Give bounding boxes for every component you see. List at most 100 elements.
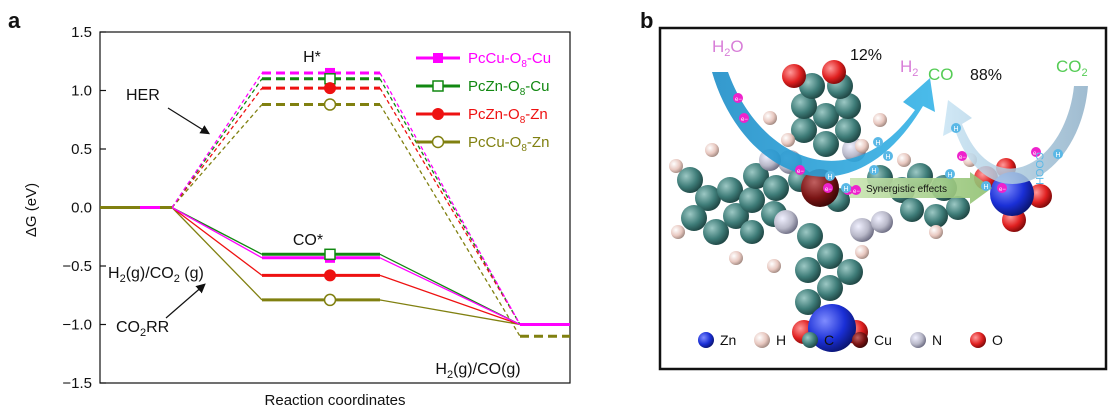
y-tick-label: 0.0: [71, 200, 92, 217]
zinc-atom-bottom: [808, 304, 856, 352]
proton: [869, 165, 879, 175]
electron-label: e−: [797, 169, 804, 175]
hydrogen-atom: [781, 133, 795, 147]
legend-marker: [433, 53, 443, 63]
proton: [945, 169, 955, 179]
electron-label: e−: [741, 117, 748, 123]
her-connector: [379, 104, 521, 337]
atom-legend-swatch: [802, 332, 818, 348]
molecule-model: [669, 60, 1052, 352]
her-connector: [171, 78, 263, 208]
proton: [1053, 149, 1063, 159]
electron: [851, 185, 861, 195]
electron: [739, 113, 749, 123]
electron: [795, 165, 805, 175]
zinc-atom: [990, 172, 1034, 216]
atom-legend-label: C: [824, 332, 834, 348]
co2rr-connector: [379, 274, 521, 326]
schematic-frame: [658, 26, 1108, 371]
legend-label: PcCu-O8-Zn: [468, 134, 549, 154]
carbon-atom: [743, 163, 769, 189]
carbon-atom: [740, 220, 764, 244]
panel-label-b: b: [640, 8, 654, 33]
electron: [733, 93, 743, 103]
oxygen-atom: [782, 64, 806, 88]
atom-legend-label: Cu: [874, 332, 892, 348]
legend-marker: [431, 135, 445, 149]
proton-label: H: [876, 140, 881, 147]
co2-label: CO2: [1056, 57, 1088, 79]
proton-label: H: [844, 186, 849, 193]
carbon-atom: [763, 175, 789, 201]
legend-marker: [432, 80, 444, 92]
proton-label: H: [1056, 152, 1061, 159]
y-tick-label: −1.5: [62, 375, 92, 392]
end-state-label: H2(g)/CO(g): [435, 361, 520, 381]
co2rr-marker: [324, 269, 336, 282]
energy-diagram: 1.5 1.0 0.5 0.0 −0.5 −1.0 −1.5 ΔG (eV) Reactio…: [23, 24, 571, 409]
her-connector: [171, 104, 263, 208]
carbon-atom: [703, 219, 729, 245]
y-axis-ticks: 1.5 1.0 0.5 0.0 −0.5 −1.0 −1.5: [62, 24, 106, 392]
nitrogen-atom: [850, 218, 874, 242]
hydrogen-atom: [855, 139, 869, 153]
co2rr-arrow: [165, 283, 206, 319]
h2-percent: 12%: [850, 47, 882, 64]
her-pathway-arrow: [712, 72, 935, 177]
carbon-atom: [797, 223, 823, 249]
her-connector: [379, 78, 521, 325]
co2rr-connector: [379, 257, 521, 326]
hydrogen-atom: [729, 251, 743, 265]
oxygen-atom: [822, 60, 846, 84]
y-tick-label: 0.5: [71, 141, 92, 158]
y-tick-label: 1.5: [71, 24, 92, 41]
carbon-atom: [791, 93, 817, 119]
proton-label: H: [948, 172, 953, 179]
co2rr-connector: [379, 299, 521, 326]
proton: [873, 137, 883, 147]
co2rr-marker: [323, 293, 337, 307]
her-connector: [379, 87, 521, 325]
hydrogen-atom: [929, 225, 943, 239]
electron-label: e−: [999, 187, 1006, 193]
co-percent: 88%: [970, 67, 1002, 84]
electron-label: e−: [735, 97, 742, 103]
carbon-atom: [681, 205, 707, 231]
synergy-label: Synergistic effects: [866, 184, 947, 195]
carbon-atom: [795, 289, 821, 315]
atom-legend-label: H: [776, 332, 786, 348]
carbon-atom: [791, 117, 817, 143]
atom-legend-swatch: [852, 332, 868, 348]
carbon-atom: [717, 177, 743, 203]
atom-legend-swatch: [910, 332, 926, 348]
carbon-atom: [837, 259, 863, 285]
her-label: HER: [126, 87, 160, 104]
electron: [997, 183, 1007, 193]
mechanism-schematic: Synergistic effects e−e−e−e−e−e−e−e−e−HH…: [658, 26, 1108, 371]
carbon-atom: [835, 117, 861, 143]
atom-legend-label: Zn: [720, 332, 736, 348]
proton: [981, 181, 991, 191]
hydrogen-atom: [671, 225, 685, 239]
y-axis-label: ΔG (eV): [23, 183, 40, 237]
y-tick-label: −1.0: [62, 317, 92, 334]
proton-label: H: [954, 126, 959, 133]
nitrogen-atom: [774, 210, 798, 234]
hydrogen-atom: [873, 113, 887, 127]
legend-label: PcZn-O8-Zn: [468, 106, 548, 126]
carbon-atom: [900, 198, 924, 222]
panel-label-a: a: [8, 8, 21, 33]
her-connector: [171, 72, 263, 208]
electron-label: e−: [825, 187, 832, 193]
co-label: CO: [928, 65, 954, 84]
carbon-atom: [677, 167, 703, 193]
hydrogen-atom: [897, 153, 911, 167]
electron: [957, 151, 967, 161]
carbon-atom: [817, 275, 843, 301]
proton-label: H: [886, 154, 891, 161]
atom-legend-swatch: [698, 332, 714, 348]
atom-legend-swatch: [754, 332, 770, 348]
her-connector: [171, 87, 263, 208]
legend-marker: [432, 108, 444, 120]
